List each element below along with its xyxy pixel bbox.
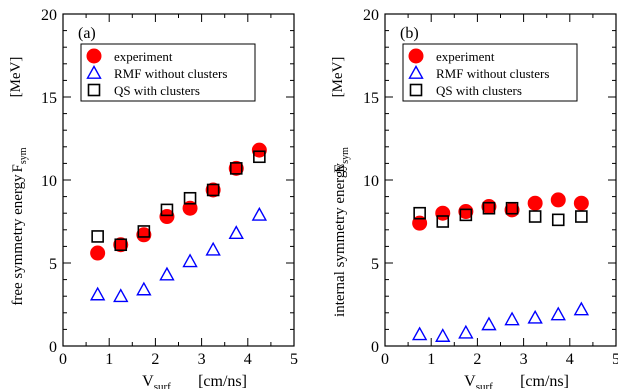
- data-point-qs: [436, 215, 450, 228]
- data-point-rmf: [411, 326, 428, 341]
- data-point-rmf: [573, 301, 590, 316]
- legend-label-experiment: experiment: [114, 49, 173, 64]
- legend-marker-experiment: [86, 48, 102, 64]
- data-point-experiment: [458, 204, 474, 220]
- y-axis-label: internal symmetry energy: [332, 163, 348, 317]
- data-point-experiment: [412, 215, 428, 231]
- y-axis-symbol: Esym: [332, 147, 351, 173]
- panel-label: (a): [78, 25, 96, 42]
- y-tick-label: 5: [371, 256, 379, 273]
- x-tick-label: 0: [59, 351, 67, 368]
- y-tick-label: 20: [41, 7, 57, 24]
- data-point-qs: [206, 183, 220, 197]
- data-point-rmf: [458, 324, 474, 339]
- data-point-qs: [575, 210, 588, 223]
- data-point-experiment: [573, 195, 589, 211]
- data-point-experiment: [527, 195, 543, 211]
- y-tick-label: 15: [363, 90, 379, 107]
- data-point-experiment: [251, 142, 267, 158]
- x-tick-label: 3: [198, 351, 206, 368]
- x-tick-label: 5: [612, 351, 618, 368]
- legend-label-rmf: RMF without clusters: [114, 66, 227, 81]
- data-point-qs: [528, 210, 542, 223]
- y-axis-unit: [MeV]: [8, 57, 24, 98]
- panel-label: (b): [400, 25, 419, 42]
- panel-b: 0 1 2 3 4 5 0 5 10 15 20 Vsurf [cm/ns] internal symme…: [330, 7, 618, 389]
- panel-a: 0 1 2 3 4 5 0 5 10 15 20 Vsurf [cm/ns] free symmetry …: [8, 7, 298, 389]
- data-point-rmf: [159, 266, 175, 281]
- data-point-rmf: [205, 241, 221, 256]
- data-point-rmf: [136, 281, 152, 296]
- data-point-experiment: [182, 200, 198, 216]
- x-tick-label: 1: [427, 351, 435, 368]
- data-point-rmf: [504, 311, 520, 326]
- y-tick-label: 0: [49, 339, 57, 356]
- legend-marker-qs: [87, 83, 101, 97]
- y-tick-label: 10: [363, 173, 379, 190]
- data-point-qs: [459, 208, 473, 222]
- x-tick-label: 1: [105, 351, 113, 368]
- x-tick-label: 2: [151, 351, 159, 368]
- y-tick-label: 0: [371, 339, 379, 356]
- data-point-qs: [551, 213, 565, 227]
- y-tick-label: 5: [49, 256, 57, 273]
- x-axis-unit: [cm/ns]: [198, 373, 247, 389]
- y-tick-label: 20: [363, 7, 379, 24]
- x-tick-label: 2: [473, 351, 481, 368]
- legend-marker-experiment: [408, 48, 424, 64]
- data-point-experiment: [159, 209, 175, 225]
- legend-label-qs: QS with clusters: [114, 83, 200, 98]
- y-tick-label: 10: [41, 173, 57, 190]
- legend-label-rmf: RMF without clusters: [436, 66, 549, 81]
- y-axis-unit: [MeV]: [330, 57, 346, 98]
- data-point-rmf: [251, 206, 268, 221]
- data-point-experiment: [113, 237, 129, 253]
- data-point-qs: [160, 203, 174, 217]
- legend-marker-qs: [409, 83, 423, 97]
- data-point-rmf: [228, 225, 244, 240]
- data-point-experiment: [136, 227, 152, 243]
- data-point-experiment: [90, 245, 106, 261]
- legend-label-experiment: experiment: [436, 49, 495, 64]
- y-axis-symbol: Fsym: [10, 147, 29, 172]
- y-axis-label: free symmetry energy: [10, 174, 26, 306]
- data-point-rmf: [527, 309, 543, 324]
- data-point-experiment: [205, 182, 221, 198]
- data-point-qs: [253, 150, 266, 164]
- data-point-rmf: [89, 286, 106, 301]
- data-point-rmf: [113, 288, 129, 303]
- x-tick-label: 0: [381, 351, 389, 368]
- data-point-qs: [413, 206, 426, 220]
- data-point-rmf: [182, 253, 198, 268]
- x-tick-label: 3: [520, 351, 528, 368]
- x-axis-unit: [cm/ns]: [520, 373, 569, 389]
- legend-marker-rmf: [408, 65, 424, 79]
- legend-box: [402, 43, 578, 102]
- x-tick-label: 4: [566, 351, 574, 368]
- y-tick-label: 15: [41, 90, 57, 107]
- legend-marker-rmf: [86, 65, 102, 79]
- data-point-rmf: [435, 328, 451, 342]
- x-axis-label: Vsurf: [464, 373, 493, 389]
- data-point-qs: [137, 225, 151, 238]
- legend-box: [80, 43, 256, 102]
- data-point-qs: [482, 201, 496, 215]
- data-point-qs: [505, 201, 519, 215]
- data-point-experiment: [550, 192, 566, 208]
- data-point-rmf: [550, 306, 566, 321]
- data-point-rmf: [481, 316, 497, 331]
- x-tick-label: 5: [290, 351, 298, 368]
- data-point-qs: [91, 230, 104, 243]
- x-tick-label: 4: [244, 351, 252, 368]
- data-point-experiment: [228, 160, 244, 176]
- data-point-qs: [229, 162, 243, 175]
- x-axis-label: Vsurf: [142, 373, 171, 389]
- data-point-qs: [114, 238, 128, 252]
- legend-label-qs: QS with clusters: [436, 83, 522, 98]
- data-point-qs: [183, 191, 197, 205]
